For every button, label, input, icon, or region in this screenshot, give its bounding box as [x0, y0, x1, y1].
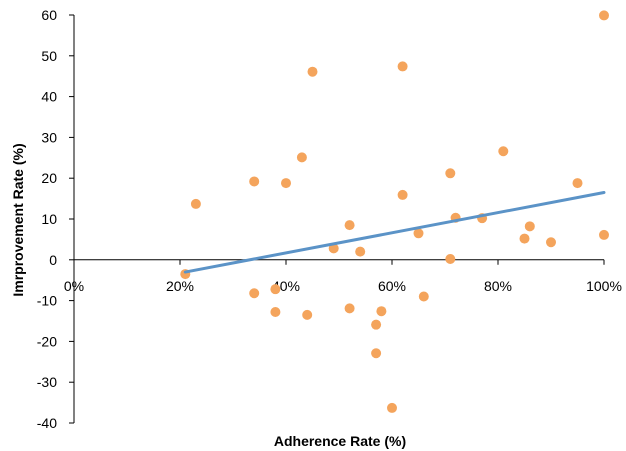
data-point — [387, 402, 397, 413]
y-tick-label: 60 — [41, 7, 57, 23]
data-point — [307, 66, 318, 77]
data-point — [371, 348, 382, 359]
data-point — [546, 237, 556, 248]
data-point — [599, 229, 609, 240]
y-tick-label: 30 — [41, 129, 57, 145]
x-axis: 0% 20% 40% 60% 80% 100% — [64, 259, 622, 294]
data-point — [344, 303, 355, 314]
data-point — [519, 233, 530, 244]
data-points — [180, 10, 609, 413]
data-point — [397, 189, 408, 200]
data-point — [328, 243, 339, 254]
data-point — [355, 246, 366, 257]
y-tick-label: 10 — [41, 211, 57, 227]
data-point — [498, 146, 509, 157]
data-point — [572, 178, 583, 189]
data-point — [418, 291, 429, 302]
y-tick-label: -10 — [37, 293, 57, 309]
data-point — [599, 10, 609, 21]
y-tick-label: 20 — [41, 170, 57, 186]
y-tick-label: -30 — [37, 374, 57, 390]
data-point — [190, 198, 201, 209]
data-point — [371, 319, 382, 330]
x-tick-label: 80% — [484, 278, 512, 294]
y-tick-label: -20 — [37, 333, 57, 349]
data-point — [302, 309, 313, 320]
y-axis: 60 50 40 30 20 10 0 -10 -20 -30 -40 — [37, 7, 75, 431]
data-point — [376, 306, 387, 317]
y-tick-label: 0 — [49, 252, 57, 268]
y-axis-title: Imrprovement Rate (%) — [10, 143, 26, 296]
x-tick-label: 60% — [378, 278, 406, 294]
data-point — [397, 61, 408, 72]
data-point — [249, 176, 260, 187]
data-point — [344, 220, 355, 231]
data-point — [249, 288, 260, 299]
data-point — [281, 178, 291, 189]
x-tick-label: 20% — [166, 278, 194, 294]
x-tick-label: 100% — [586, 278, 622, 294]
x-axis-title: Adherence Rate (%) — [274, 433, 406, 449]
data-point — [445, 253, 456, 264]
data-point — [296, 152, 307, 163]
data-point — [445, 168, 456, 179]
data-point — [270, 284, 281, 295]
data-point — [524, 221, 535, 232]
data-point — [413, 228, 424, 239]
y-tick-label: 50 — [41, 48, 57, 64]
y-tick-label: 40 — [41, 89, 57, 105]
data-point — [270, 307, 281, 318]
trendline-group — [183, 190, 606, 274]
y-tick-label: -40 — [37, 415, 57, 431]
trendline — [183, 190, 606, 274]
